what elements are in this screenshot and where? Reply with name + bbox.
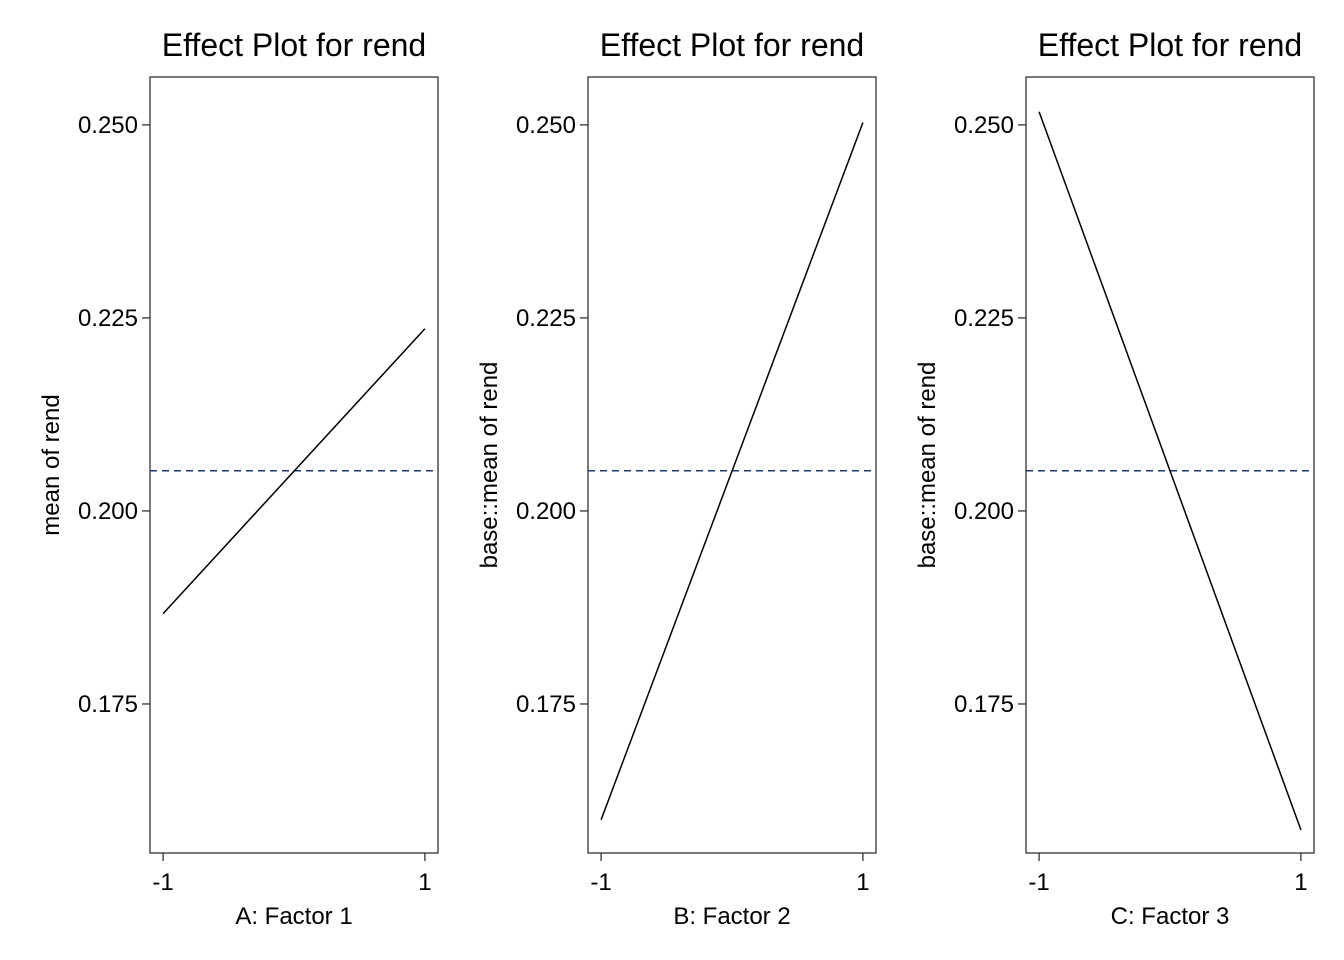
x-tick-label: -1 — [152, 869, 173, 896]
x-axis-label: C: Factor 3 — [1111, 903, 1230, 930]
chart-title: Effect Plot for rend — [1038, 27, 1302, 63]
effect-plot-panel-2: Effect Plot for rend 0.175 0.200 0.225 0.250… — [476, 27, 877, 930]
effect-plot-panel-1: Effect Plot for rend 0.175 0.200 0.225 0.250… — [38, 27, 439, 930]
y-tick-label: 0.175 — [954, 691, 1014, 718]
chart-title: Effect Plot for rend — [600, 27, 864, 63]
y-tick-label: 0.200 — [954, 498, 1014, 525]
x-tick-label: 1 — [418, 869, 431, 896]
panel-border — [1025, 76, 1315, 854]
y-axis-label: base::mean of rend — [476, 362, 503, 569]
y-tick-label: 0.250 — [516, 112, 576, 139]
x-axis-label: A: Factor 1 — [235, 903, 352, 930]
y-tick-label: 0.200 — [516, 498, 576, 525]
x-tick-label: -1 — [590, 869, 611, 896]
effect-line — [600, 122, 864, 821]
panel-border — [149, 76, 439, 854]
y-tick-label: 0.225 — [516, 305, 576, 332]
panel-border — [587, 76, 877, 854]
y-tick-label: 0.175 — [516, 691, 576, 718]
y-tick-label: 0.200 — [78, 498, 138, 525]
y-tick-label: 0.225 — [78, 305, 138, 332]
x-tick-label: 1 — [1294, 869, 1307, 896]
x-tick-label: 1 — [856, 869, 869, 896]
y-tick-label: 0.175 — [78, 691, 138, 718]
x-tick-label: -1 — [1028, 869, 1049, 896]
y-axis-label: mean of rend — [38, 394, 65, 535]
effect-plot-panel-3: Effect Plot for rend 0.175 0.200 0.225 0.250… — [914, 27, 1315, 930]
y-axis-label: base::mean of rend — [914, 362, 941, 569]
y-tick-label: 0.225 — [954, 305, 1014, 332]
x-axis-label: B: Factor 2 — [673, 903, 790, 930]
chart-title: Effect Plot for rend — [162, 27, 426, 63]
effect-line — [162, 328, 426, 615]
y-tick-label: 0.250 — [78, 112, 138, 139]
y-tick-label: 0.250 — [954, 112, 1014, 139]
effect-line — [1038, 111, 1302, 831]
